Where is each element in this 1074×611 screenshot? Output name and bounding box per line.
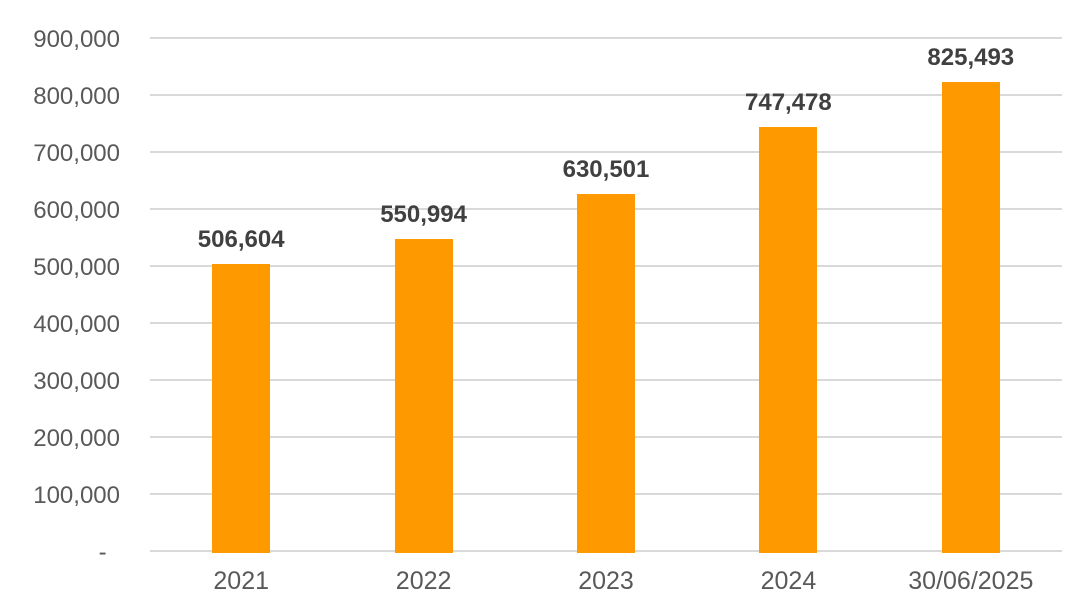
- gridline: [150, 151, 1062, 153]
- y-axis: - 100,000 200,000 300,000 400,000 500,000 600…: [0, 28, 120, 565]
- y-axis-tick-label: 100,000: [33, 482, 120, 509]
- bar-slot-2022: 550,994: [332, 40, 514, 553]
- bar-2021: [212, 264, 271, 553]
- x-axis: 2021 2022 2023 2024 30/06/2025: [150, 565, 1062, 597]
- x-axis-category-label: 30/06/2025: [908, 567, 1034, 595]
- bar-value-label: 747,478: [744, 88, 832, 116]
- y-axis-tick-label: 200,000: [33, 425, 120, 452]
- x-axis-category-label: 2021: [213, 567, 270, 595]
- y-axis-tick-label: 800,000: [33, 83, 120, 110]
- bar-30/06/2025: [941, 82, 1000, 553]
- y-axis-tick-label: 400,000: [33, 311, 120, 338]
- x-axis-category-label: 2024: [760, 567, 817, 595]
- y-axis-tick-label: -: [98, 539, 120, 566]
- gridline: [150, 94, 1062, 96]
- bar-slot-30/06/2025: 825,493: [880, 40, 1062, 553]
- y-axis-tick-label: 900,000: [33, 26, 120, 53]
- y-axis-tick-label: 300,000: [33, 368, 120, 395]
- bar-value-label: 550,994: [380, 200, 467, 228]
- bar-2024: [759, 126, 818, 553]
- bar-slot-2023: 630,501: [515, 40, 697, 553]
- bar-value-label: 825,493: [927, 44, 1015, 72]
- gridline: [150, 37, 1062, 39]
- x-axis-category-label: 2022: [395, 567, 452, 595]
- plot-area: 506,604 550,994 630,501 747,478 825,493: [150, 37, 1062, 553]
- bar-value-label: 630,501: [562, 155, 650, 183]
- y-axis-tick-label: 500,000: [33, 254, 120, 281]
- y-axis-tick-label: 700,000: [33, 140, 120, 167]
- y-axis-tick-label: 600,000: [33, 197, 120, 224]
- bar-2022: [394, 238, 453, 553]
- bar-slot-2024: 747,478: [697, 40, 879, 553]
- bar-slot-2021: 506,604: [150, 40, 332, 553]
- bar-value-label: 506,604: [197, 226, 285, 254]
- bar-2023: [576, 193, 635, 553]
- x-axis-category-label: 2023: [578, 567, 634, 595]
